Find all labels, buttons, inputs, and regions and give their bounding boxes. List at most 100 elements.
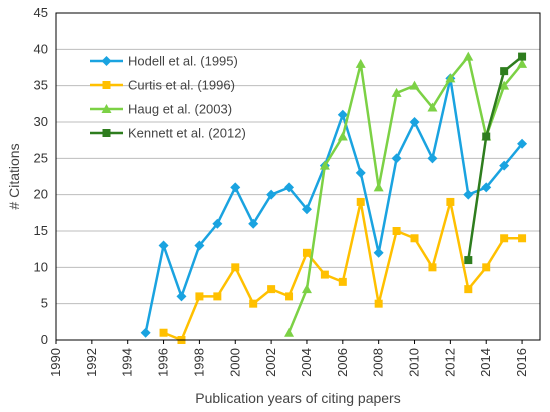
series-2 [284, 51, 528, 337]
series-layer [140, 51, 528, 344]
y-tick-label: 20 [34, 187, 48, 202]
series-1 [159, 197, 527, 344]
x-tick-label: 2006 [335, 348, 350, 377]
series-0 [140, 73, 528, 338]
data-point [464, 285, 473, 294]
x-tick-label: 2008 [371, 348, 386, 377]
data-point [266, 189, 277, 200]
legend-marker [101, 56, 112, 66]
x-tick-label: 1998 [191, 348, 206, 377]
data-point [213, 292, 222, 301]
data-point [249, 299, 258, 308]
y-tick-label: 10 [34, 259, 48, 274]
y-tick-label: 35 [34, 78, 48, 93]
data-point [284, 182, 295, 193]
data-point [373, 182, 384, 192]
data-point [212, 218, 223, 229]
data-point [445, 73, 456, 83]
legend-marker [102, 129, 111, 137]
tick-layer: 0 5 10 15 20 25 30 35 40 45 1990 1992 1994 1996 1998 20… [34, 5, 530, 377]
x-tick-label: 2014 [478, 348, 493, 377]
data-point [482, 132, 491, 141]
x-axis-title: Publication years of citing papers [195, 390, 400, 406]
data-point [391, 153, 402, 164]
legend: Hodell et al. (1995) Curtis et al. (1996)… [90, 54, 246, 141]
data-point [500, 234, 509, 243]
legend-label: Hodell et al. (1995) [128, 54, 238, 69]
data-point [463, 189, 474, 200]
legend-label: Curtis et al. (1996) [128, 78, 235, 93]
data-point [285, 292, 294, 301]
y-tick-label: 25 [34, 150, 48, 165]
y-tick-label: 5 [41, 296, 48, 311]
x-tick-label: 2002 [263, 348, 278, 377]
legend-marker [101, 104, 112, 113]
data-point [356, 197, 365, 206]
data-point [446, 197, 455, 206]
y-tick-label: 15 [34, 223, 48, 238]
x-tick-label: 2000 [227, 348, 242, 377]
data-point [499, 80, 510, 90]
data-point [409, 80, 420, 90]
data-point [427, 102, 438, 112]
data-point [267, 285, 276, 294]
legend-label: Kennett et al. (2012) [128, 126, 246, 141]
plot-frame [55, 12, 541, 341]
x-tick-label: 1992 [84, 348, 99, 377]
data-point [409, 117, 420, 127]
data-point [499, 160, 510, 171]
data-point [301, 204, 312, 215]
data-point [428, 263, 437, 272]
y-tick-label: 30 [34, 114, 48, 129]
y-axis-title: # Citations [6, 143, 22, 209]
data-point [517, 58, 528, 68]
data-point [481, 182, 492, 193]
series-line [144, 77, 524, 333]
data-point [159, 328, 168, 337]
data-point [427, 153, 438, 164]
data-point [302, 248, 311, 257]
data-point [176, 291, 187, 302]
y-tick-label: 40 [34, 41, 48, 56]
x-tick-label: 2010 [407, 348, 422, 377]
data-point [373, 247, 384, 258]
x-tick-label: 2016 [514, 348, 529, 377]
data-point [337, 131, 348, 141]
data-point [355, 58, 366, 68]
data-point [518, 52, 527, 61]
y-tick-label: 45 [34, 5, 48, 20]
data-point [194, 240, 205, 251]
data-point [518, 234, 527, 243]
x-tick-label: 1990 [48, 348, 63, 377]
data-point [231, 263, 240, 272]
data-point [392, 227, 401, 235]
data-point [410, 234, 419, 243]
data-point [284, 327, 295, 337]
data-point [320, 270, 329, 279]
data-point [195, 292, 204, 301]
data-point [338, 277, 347, 286]
x-tick-label: 2012 [442, 348, 457, 377]
data-point [337, 109, 348, 120]
series-3 [464, 52, 527, 265]
data-point [230, 182, 241, 193]
data-point [482, 263, 491, 272]
legend-label: Haug et al. (2003) [128, 102, 232, 117]
legend-marker [102, 81, 111, 89]
data-point [374, 299, 383, 308]
series-line [287, 55, 524, 334]
data-point [140, 327, 151, 338]
series-line [467, 55, 523, 261]
data-point [517, 138, 528, 149]
data-point [463, 51, 474, 61]
data-point [319, 160, 330, 170]
x-tick-label: 1994 [120, 348, 135, 377]
data-point [500, 67, 509, 76]
data-point [248, 218, 259, 229]
data-point [464, 256, 473, 265]
data-point [355, 167, 366, 178]
data-point [301, 284, 312, 294]
data-point [158, 240, 169, 251]
data-point [391, 87, 402, 97]
